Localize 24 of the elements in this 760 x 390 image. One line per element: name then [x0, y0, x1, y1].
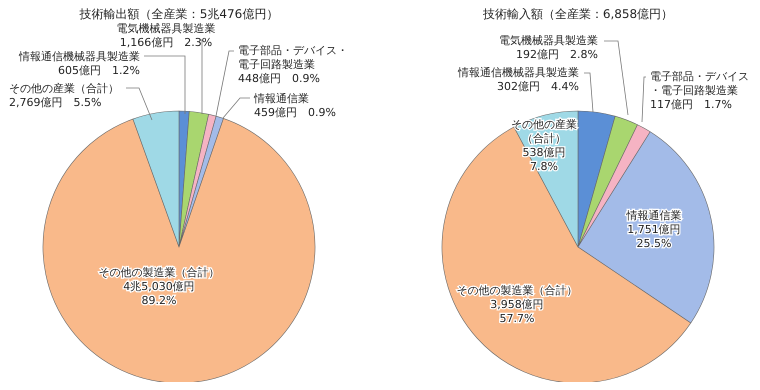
chart-title: 技術輸出額（全産業：5兆476億円） — [78, 7, 278, 21]
data-label: 1,751億円 25.5% — [627, 223, 681, 250]
data-label: 1,166億円 2.3% — [120, 36, 212, 49]
chart-title: 技術輸入額（全産業：6,858億円） — [482, 7, 674, 21]
slice-label: その他の製造業（合計） — [456, 284, 578, 297]
slice-label: 情報通信業 — [626, 209, 682, 222]
data-label: 605億円 1.2% — [58, 64, 140, 77]
slice-label: 電気機械器具製造業 — [116, 22, 216, 35]
slice-label: 情報通信機械器具製造業 — [18, 50, 140, 63]
data-label: 448億円 0.9% — [238, 72, 320, 85]
data-label: 459億円 0.9% — [254, 106, 336, 119]
data-label: 2,769億円 5.5% — [9, 96, 102, 109]
slice-label: 電子部品・デバイス・電子回路製造業 — [238, 44, 348, 71]
data-label: 192億円 2.8% — [516, 48, 598, 61]
data-label: 3,958億円 57.7% — [490, 298, 544, 325]
data-label: 302億円 4.4% — [497, 80, 579, 93]
slice-label: その他の産業（合計） — [9, 82, 119, 95]
slice-label: 電気機械器具製造業 — [499, 34, 598, 47]
slice-label: 電子部品・デバイス・電子回路製造業 — [650, 70, 749, 97]
data-label: 4兆5,030億円 89.2% — [123, 280, 195, 307]
slice-label: 情報通信機械器具製造業 — [457, 66, 579, 79]
data-label: 117億円 1.7% — [650, 98, 732, 111]
slice-label: 情報通信業 — [253, 92, 309, 105]
slice-label: その他の製造業（合計） — [98, 266, 220, 279]
